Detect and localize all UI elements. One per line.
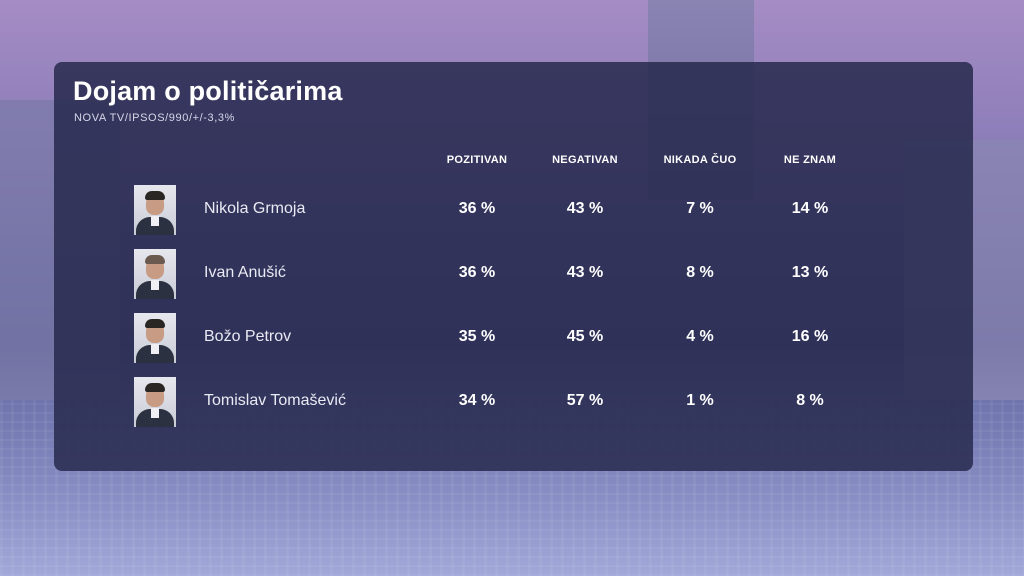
value-never-heard: 7 %	[686, 200, 714, 217]
page-title: Dojam o političarima	[73, 76, 343, 106]
avatar	[134, 377, 176, 427]
politician-name: Ivan Anušić	[204, 264, 286, 281]
value-positive: 34 %	[458, 392, 496, 409]
value-dont-know: 8 %	[796, 392, 824, 409]
column-header-dont-know: NE ZNAM	[783, 154, 837, 166]
value-never-heard: 8 %	[686, 264, 714, 281]
table-row: Tomislav Tomašević 34 % 57 % 1 % 8 %	[54, 377, 973, 427]
avatar	[134, 313, 176, 363]
value-negative: 57 %	[566, 392, 604, 409]
value-dont-know: 13 %	[791, 264, 829, 281]
table-row: Nikola Grmoja 36 % 43 % 7 % 14 %	[54, 185, 973, 235]
politician-name: Nikola Grmoja	[204, 200, 306, 217]
poll-source: NOVA TV/IPSOS/990/+/-3,3%	[74, 112, 236, 124]
column-header-never-heard: NIKADA ČUO	[663, 154, 737, 166]
value-positive: 35 %	[458, 328, 496, 345]
politician-name: Tomislav Tomašević	[204, 392, 346, 409]
value-dont-know: 14 %	[791, 200, 829, 217]
value-positive: 36 %	[458, 264, 496, 281]
poll-panel: Dojam o političarima NOVA TV/IPSOS/990/+…	[54, 62, 973, 471]
avatar	[134, 249, 176, 299]
avatar	[134, 185, 176, 235]
value-negative: 43 %	[566, 200, 604, 217]
value-negative: 43 %	[566, 264, 604, 281]
column-header-positive: POZITIVAN	[446, 154, 508, 166]
column-header-negative: NEGATIVAN	[552, 154, 618, 166]
value-positive: 36 %	[458, 200, 496, 217]
politician-name: Božo Petrov	[204, 328, 292, 345]
value-never-heard: 1 %	[686, 392, 714, 409]
value-negative: 45 %	[566, 328, 604, 345]
value-never-heard: 4 %	[686, 328, 714, 345]
table-row: Ivan Anušić 36 % 43 % 8 % 13 %	[54, 249, 973, 299]
value-dont-know: 16 %	[791, 328, 829, 345]
table-row: Božo Petrov 35 % 45 % 4 % 16 %	[54, 313, 973, 363]
